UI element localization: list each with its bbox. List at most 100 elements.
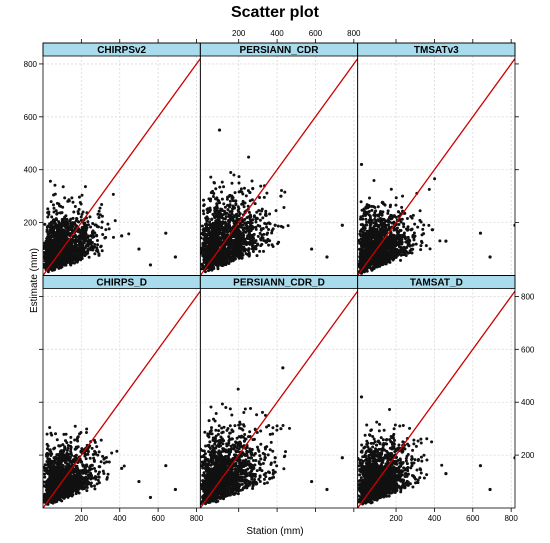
data-point (372, 233, 376, 237)
data-point (106, 222, 110, 226)
data-point (97, 209, 101, 213)
data-point (228, 203, 232, 207)
data-point (207, 251, 211, 255)
data-point (405, 216, 409, 220)
data-point (241, 242, 245, 246)
data-point (74, 244, 78, 248)
data-point (372, 179, 376, 183)
data-point (259, 184, 263, 188)
data-point (231, 207, 235, 211)
data-point (372, 245, 376, 249)
data-point (204, 259, 208, 263)
data-point (258, 224, 262, 228)
data-point (230, 181, 234, 185)
data-point (205, 250, 209, 254)
data-point (380, 254, 384, 258)
data-point (387, 219, 391, 223)
y-tick-label: 800 (24, 60, 38, 69)
data-point (85, 226, 89, 230)
data-point (79, 240, 83, 244)
data-point (58, 265, 62, 269)
data-point (253, 241, 257, 245)
data-point (45, 236, 49, 240)
data-point (46, 248, 50, 252)
data-point (389, 256, 393, 260)
data-point (402, 222, 406, 226)
data-point (228, 229, 232, 233)
data-point (102, 472, 106, 476)
data-point (398, 241, 402, 245)
data-point (364, 252, 368, 256)
data-point (265, 191, 269, 195)
data-point (205, 256, 209, 260)
data-point (233, 241, 237, 245)
data-point (361, 214, 365, 218)
data-point (268, 222, 272, 226)
data-point (386, 209, 390, 213)
data-point (361, 217, 365, 221)
data-point (232, 221, 236, 225)
data-point (254, 220, 258, 224)
data-point (49, 250, 53, 254)
data-point (235, 254, 239, 258)
data-point (75, 254, 79, 258)
data-point (74, 240, 78, 244)
data-point (66, 444, 70, 448)
data-point (61, 219, 65, 223)
data-point (215, 231, 219, 235)
data-point (411, 213, 415, 217)
data-point (218, 225, 222, 229)
data-point (207, 228, 211, 232)
data-point (227, 214, 231, 218)
data-point (360, 260, 364, 264)
data-point (362, 253, 366, 257)
data-point (271, 227, 275, 231)
data-point (81, 464, 85, 468)
data-point (282, 206, 286, 210)
data-point (211, 262, 215, 266)
data-point (201, 228, 205, 232)
data-point (93, 243, 97, 247)
data-point (71, 200, 75, 204)
data-point (403, 252, 407, 256)
data-point (250, 179, 254, 183)
data-point (50, 228, 54, 232)
data-point (392, 235, 396, 239)
data-point (357, 262, 361, 266)
data-point (238, 237, 242, 241)
data-point (412, 235, 416, 239)
data-point (386, 237, 390, 241)
data-point (203, 227, 207, 231)
data-point (61, 185, 65, 189)
data-point (55, 218, 59, 222)
data-point (418, 218, 422, 222)
data-point (244, 248, 248, 252)
data-point (246, 189, 250, 193)
outlier-point (340, 223, 344, 227)
data-point (44, 239, 48, 243)
data-point (46, 261, 50, 265)
data-point (406, 235, 410, 239)
data-point (367, 196, 371, 200)
data-point (227, 222, 231, 226)
data-point (91, 221, 95, 225)
data-point (237, 232, 241, 236)
data-point (219, 257, 223, 261)
outlier-point (359, 162, 364, 167)
data-point (57, 258, 61, 262)
data-point (406, 243, 410, 247)
data-point (364, 246, 368, 250)
data-point (392, 257, 396, 261)
data-point (234, 248, 238, 252)
data-point (241, 223, 245, 227)
data-point (368, 238, 372, 242)
data-point (386, 211, 390, 215)
data-point (226, 208, 230, 212)
data-point (220, 190, 224, 194)
data-point (427, 223, 431, 227)
data-point (43, 243, 47, 247)
data-point (44, 259, 48, 263)
data-point (406, 228, 410, 232)
data-point (411, 247, 415, 251)
data-point (376, 213, 380, 217)
